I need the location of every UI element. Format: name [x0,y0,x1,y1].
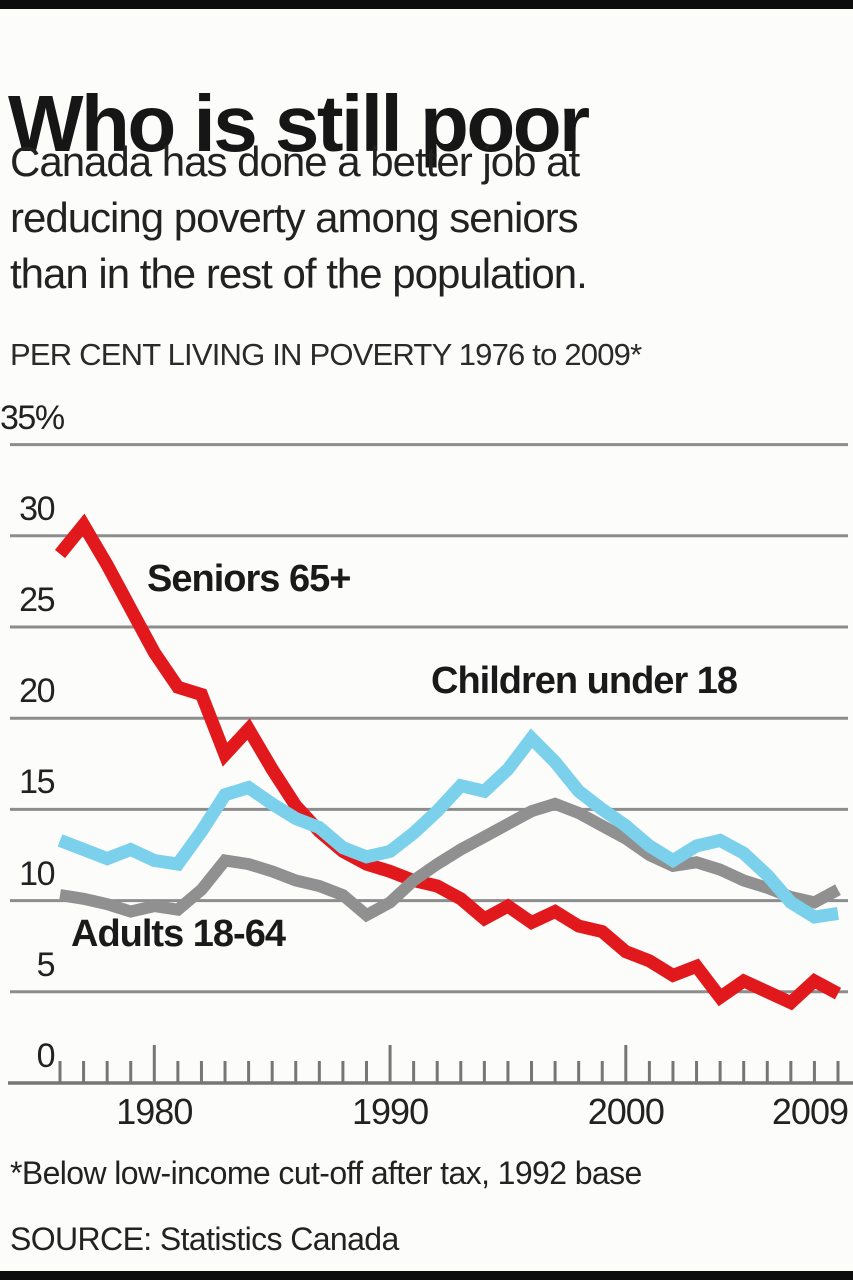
series-label-children: Children under 18 [431,660,738,702]
bottom-rule [0,1271,853,1280]
x-axis-label-2000: 2000 [587,1091,665,1132]
chart-kicker: PER CENT LIVING IN POVERTY 1976 to 2009* [10,337,642,372]
line-adults-18-64 [59,797,841,923]
y-axis-label-0: 0 [36,1037,56,1075]
y-axis-label-35: 35% [0,398,65,437]
subtitle-line-2: reducing poverty among seniors [10,194,579,241]
footnote: *Below low-income cut-off after tax, 199… [10,1155,642,1191]
line-seniors-65- [54,513,842,1011]
line-children-under-18 [57,728,839,924]
y-axis-label-25: 25 [19,581,55,619]
source-line: SOURCE: Statistics Canada [10,1221,399,1257]
page-title: Who is still poor [8,78,590,168]
series-label-adults: Adults 18-64 [71,913,286,955]
subtitle: Canada has done a better job at reducing… [10,134,840,302]
y-axis-label-5: 5 [36,945,56,984]
y-axis-label-15: 15 [19,763,55,802]
top-rule [0,0,853,9]
y-axis-label-20: 20 [19,672,55,711]
x-axis-label-2009: 2009 [771,1091,849,1132]
subtitle-line-3: than in the rest of the population. [10,250,588,297]
y-axis-label-30: 30 [19,489,55,528]
series-label-seniors: Seniors 65+ [147,558,351,600]
subtitle-line-1: Canada has done a better job at [10,138,580,185]
x-axis-label-1990: 1990 [352,1091,429,1132]
y-axis-label-10: 10 [19,854,55,893]
x-axis-label-1980: 1980 [116,1091,193,1132]
